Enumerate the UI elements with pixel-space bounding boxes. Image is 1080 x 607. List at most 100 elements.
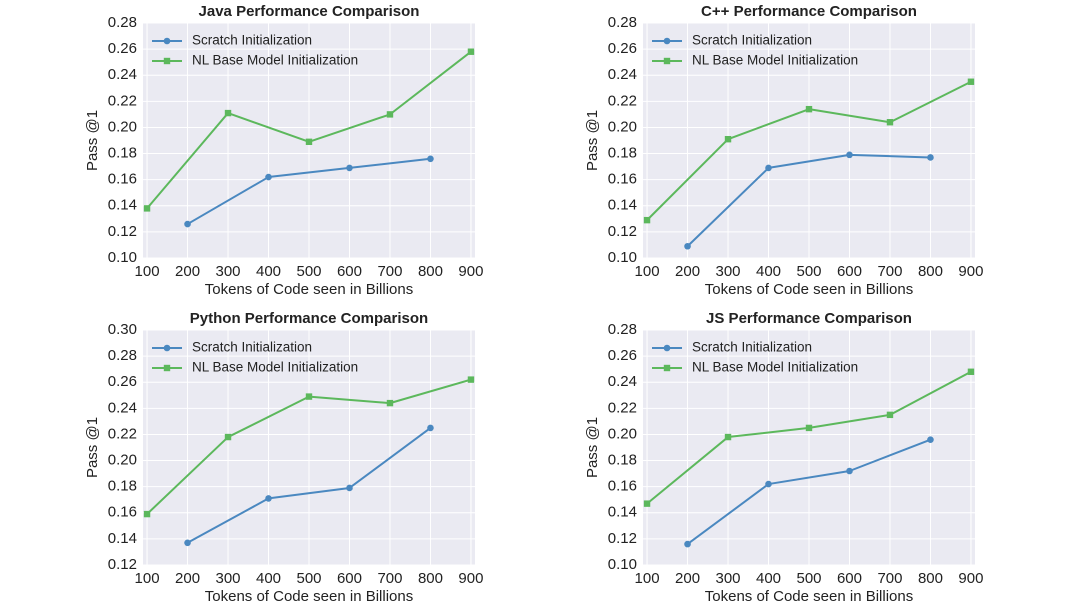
data-point — [143, 510, 151, 518]
data-point — [467, 376, 475, 383]
x-tick-label: 100 — [135, 570, 160, 587]
legend-marker — [663, 37, 671, 45]
x-tick-label: 900 — [458, 263, 483, 280]
y-tick-label: 0.26 — [108, 373, 137, 390]
data-point — [346, 164, 353, 172]
data-point — [765, 164, 772, 172]
x-tick-label: 300 — [716, 263, 741, 280]
y-tick-label: 0.26 — [108, 40, 137, 57]
legend-label: NL Base Model Initialization — [192, 53, 358, 68]
y-tick-label: 0.26 — [608, 347, 637, 364]
y-axis-label: Pass @1 — [584, 417, 601, 478]
y-tick-label: 0.10 — [608, 556, 637, 573]
y-tick-label: 0.24 — [608, 373, 637, 390]
y-tick-label: 0.28 — [608, 321, 637, 338]
legend-marker — [163, 37, 171, 45]
x-tick-label: 700 — [377, 263, 402, 280]
y-tick-label: 0.22 — [108, 425, 137, 442]
x-tick-label: 600 — [837, 570, 862, 587]
x-tick-label: 100 — [135, 263, 160, 280]
data-point — [927, 436, 934, 443]
data-point — [305, 393, 313, 400]
y-tick-label: 0.12 — [608, 530, 637, 547]
y-tick-label: 0.14 — [108, 530, 137, 547]
y-tick-label: 0.12 — [608, 223, 637, 240]
series-scratch — [684, 436, 934, 548]
legend-label: Scratch Initialization — [192, 33, 312, 48]
legend-label: Scratch Initialization — [192, 340, 312, 355]
y-tick-label: 0.22 — [108, 92, 137, 109]
data-point — [805, 424, 813, 432]
data-point — [224, 109, 232, 117]
x-tick-label: 700 — [877, 570, 902, 587]
x-tick-label: 400 — [756, 570, 781, 587]
data-point — [386, 111, 394, 118]
data-point — [805, 105, 813, 113]
data-point — [427, 155, 434, 163]
y-tick-label: 0.24 — [108, 66, 137, 83]
y-tick-label: 0.20 — [608, 425, 637, 442]
legend-marker — [663, 344, 671, 352]
x-tick-label: 500 — [796, 570, 821, 587]
data-point — [967, 78, 975, 85]
data-point — [143, 205, 151, 212]
data-point — [184, 539, 191, 547]
y-tick-label: 0.26 — [608, 40, 637, 57]
data-point — [927, 154, 934, 161]
series-nl-base — [143, 376, 475, 518]
y-tick-label: 0.10 — [108, 249, 137, 266]
chart-title: JS Performance Comparison — [706, 310, 912, 327]
data-point — [846, 151, 853, 159]
x-tick-label: 500 — [296, 570, 321, 587]
data-point — [265, 173, 272, 181]
x-tick-label: 900 — [958, 263, 983, 280]
series-line — [187, 427, 432, 544]
series-nl-base — [143, 48, 475, 212]
y-tick-label: 0.10 — [608, 249, 637, 266]
y-tick-label: 0.28 — [108, 347, 137, 364]
chart-js: 100 200 300 400 500 600 700 800 900 0.10 0.12 0.14 0… — [584, 310, 983, 605]
x-axis-label: Tokens of Code seen in Billions — [705, 588, 913, 605]
data-point — [765, 480, 772, 488]
y-axis-label: Pass @1 — [84, 110, 101, 171]
data-point — [684, 242, 691, 250]
x-axis-label: Tokens of Code seen in Billions — [205, 588, 413, 605]
y-tick-label: 0.24 — [608, 66, 637, 83]
x-tick-label: 500 — [296, 263, 321, 280]
x-tick-label: 900 — [958, 570, 983, 587]
y-tick-label: 0.16 — [608, 171, 637, 188]
legend-label: Scratch Initialization — [692, 340, 812, 355]
series-scratch — [184, 155, 434, 228]
legend-marker — [163, 364, 171, 372]
series-line — [686, 153, 931, 247]
data-point — [643, 216, 651, 224]
series-nl-base — [643, 78, 975, 224]
y-tick-label: 0.18 — [608, 145, 637, 162]
legend: Scratch Initialization NL Base Model Init… — [152, 33, 358, 68]
legend-marker — [163, 344, 171, 352]
data-point — [846, 467, 853, 475]
legend-marker — [663, 364, 671, 372]
x-tick-label: 200 — [175, 263, 200, 280]
y-tick-label: 0.18 — [108, 145, 137, 162]
y-tick-label: 0.20 — [608, 118, 637, 135]
y-tick-label: 0.16 — [608, 478, 637, 495]
legend-marker — [663, 57, 671, 65]
y-tick-label: 0.22 — [608, 92, 637, 109]
legend: Scratch Initialization NL Base Model Init… — [652, 340, 858, 375]
x-tick-label: 100 — [635, 263, 660, 280]
x-tick-label: 700 — [377, 570, 402, 587]
series-scratch — [184, 424, 434, 547]
data-point — [886, 119, 894, 126]
y-tick-label: 0.30 — [108, 321, 137, 338]
x-tick-label: 800 — [418, 570, 443, 587]
x-tick-label: 500 — [796, 263, 821, 280]
chart-title: C++ Performance Comparison — [701, 3, 917, 20]
series-nl-base — [643, 368, 975, 507]
x-axis-label: Tokens of Code seen in Billions — [205, 281, 413, 298]
x-tick-label: 200 — [175, 570, 200, 587]
data-point — [684, 540, 691, 548]
x-tick-label: 200 — [675, 263, 700, 280]
x-tick-label: 400 — [256, 263, 281, 280]
